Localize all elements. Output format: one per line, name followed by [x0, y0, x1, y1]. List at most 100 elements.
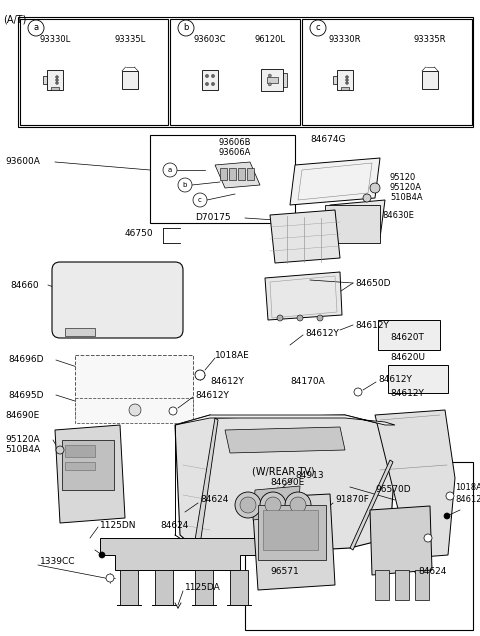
Polygon shape — [270, 210, 340, 263]
Circle shape — [56, 76, 59, 78]
Bar — [65, 328, 95, 336]
Circle shape — [310, 20, 326, 36]
Bar — [65, 462, 95, 470]
Bar — [47, 70, 63, 90]
Circle shape — [317, 315, 323, 321]
Text: 84696D: 84696D — [8, 356, 44, 364]
Text: 84612Y: 84612Y — [305, 329, 339, 338]
Text: 93606A: 93606A — [219, 148, 251, 157]
Polygon shape — [252, 494, 335, 590]
Bar — [18, 17, 473, 127]
Text: b: b — [183, 24, 189, 32]
Circle shape — [297, 315, 303, 321]
Bar — [245, 462, 473, 630]
Circle shape — [446, 492, 454, 500]
Text: 84620T: 84620T — [390, 333, 424, 343]
Polygon shape — [100, 538, 260, 570]
Circle shape — [346, 81, 348, 85]
Bar — [302, 19, 472, 125]
Polygon shape — [370, 506, 432, 575]
Bar — [333, 76, 337, 84]
Circle shape — [268, 74, 271, 77]
Text: 96570D: 96570D — [375, 485, 410, 495]
Text: 84690E: 84690E — [5, 410, 39, 420]
Bar — [122, 71, 138, 89]
Polygon shape — [230, 570, 248, 605]
Text: (W/REAR TV): (W/REAR TV) — [252, 466, 314, 476]
Circle shape — [178, 178, 192, 192]
Text: 95120: 95120 — [390, 174, 416, 183]
Circle shape — [178, 20, 194, 36]
Text: 46750: 46750 — [125, 228, 154, 237]
Circle shape — [56, 79, 59, 81]
Circle shape — [424, 534, 432, 542]
Text: 84630E: 84630E — [382, 212, 414, 221]
Text: b: b — [183, 182, 187, 188]
Bar — [247, 168, 254, 180]
Circle shape — [354, 388, 362, 396]
Bar — [337, 70, 353, 90]
Polygon shape — [55, 425, 125, 523]
Text: 93330L: 93330L — [39, 35, 71, 44]
Circle shape — [28, 20, 44, 36]
Bar — [325, 205, 380, 243]
Circle shape — [193, 193, 207, 207]
Bar — [238, 168, 245, 180]
Circle shape — [285, 492, 311, 518]
Bar — [43, 76, 47, 84]
Text: 1339CC: 1339CC — [40, 558, 75, 567]
Text: 95120A: 95120A — [390, 184, 422, 193]
Bar — [65, 445, 95, 457]
Text: 84624: 84624 — [418, 567, 446, 576]
Polygon shape — [175, 415, 395, 555]
Text: 84913: 84913 — [295, 471, 324, 480]
Text: 84650D: 84650D — [355, 279, 391, 287]
Bar — [202, 70, 218, 90]
Bar — [220, 168, 227, 180]
Text: 84170A: 84170A — [290, 378, 325, 387]
Text: 84612Y: 84612Y — [210, 378, 244, 387]
Polygon shape — [195, 570, 213, 605]
Bar — [20, 19, 168, 125]
Polygon shape — [265, 272, 342, 320]
Bar — [51, 87, 59, 90]
Text: 93603C: 93603C — [194, 35, 226, 44]
Bar — [422, 71, 438, 89]
Text: 84690E: 84690E — [270, 478, 304, 487]
Polygon shape — [325, 200, 385, 243]
Text: 84674G: 84674G — [310, 135, 346, 144]
Text: 84660: 84660 — [10, 280, 38, 289]
Polygon shape — [290, 158, 380, 205]
Bar — [341, 87, 349, 90]
Text: D70175: D70175 — [195, 214, 230, 223]
Polygon shape — [415, 570, 429, 600]
Polygon shape — [120, 570, 138, 605]
Circle shape — [205, 83, 209, 86]
Text: 1018AE: 1018AE — [215, 350, 250, 359]
Text: 84612Y: 84612Y — [378, 375, 412, 385]
Polygon shape — [225, 427, 345, 453]
Text: 91870F: 91870F — [335, 495, 369, 504]
Polygon shape — [350, 460, 393, 550]
Text: 93606B: 93606B — [219, 138, 251, 147]
Bar — [62, 440, 114, 490]
Polygon shape — [375, 410, 455, 558]
Circle shape — [346, 79, 348, 81]
Bar — [170, 19, 300, 125]
Bar — [75, 398, 193, 423]
Text: 1125DA: 1125DA — [185, 583, 221, 593]
Circle shape — [346, 76, 348, 78]
Text: 84695D: 84695D — [8, 391, 44, 399]
Circle shape — [106, 574, 114, 582]
Polygon shape — [375, 570, 389, 600]
Text: 93335R: 93335R — [414, 35, 446, 44]
Bar — [378, 320, 440, 350]
Text: 84612Y: 84612Y — [195, 391, 229, 399]
Text: 84620U: 84620U — [390, 354, 425, 363]
Circle shape — [211, 83, 215, 86]
Polygon shape — [215, 162, 260, 188]
Text: 1018AE: 1018AE — [455, 483, 480, 492]
Bar — [388, 365, 448, 393]
Circle shape — [277, 315, 283, 321]
Bar — [75, 355, 193, 417]
